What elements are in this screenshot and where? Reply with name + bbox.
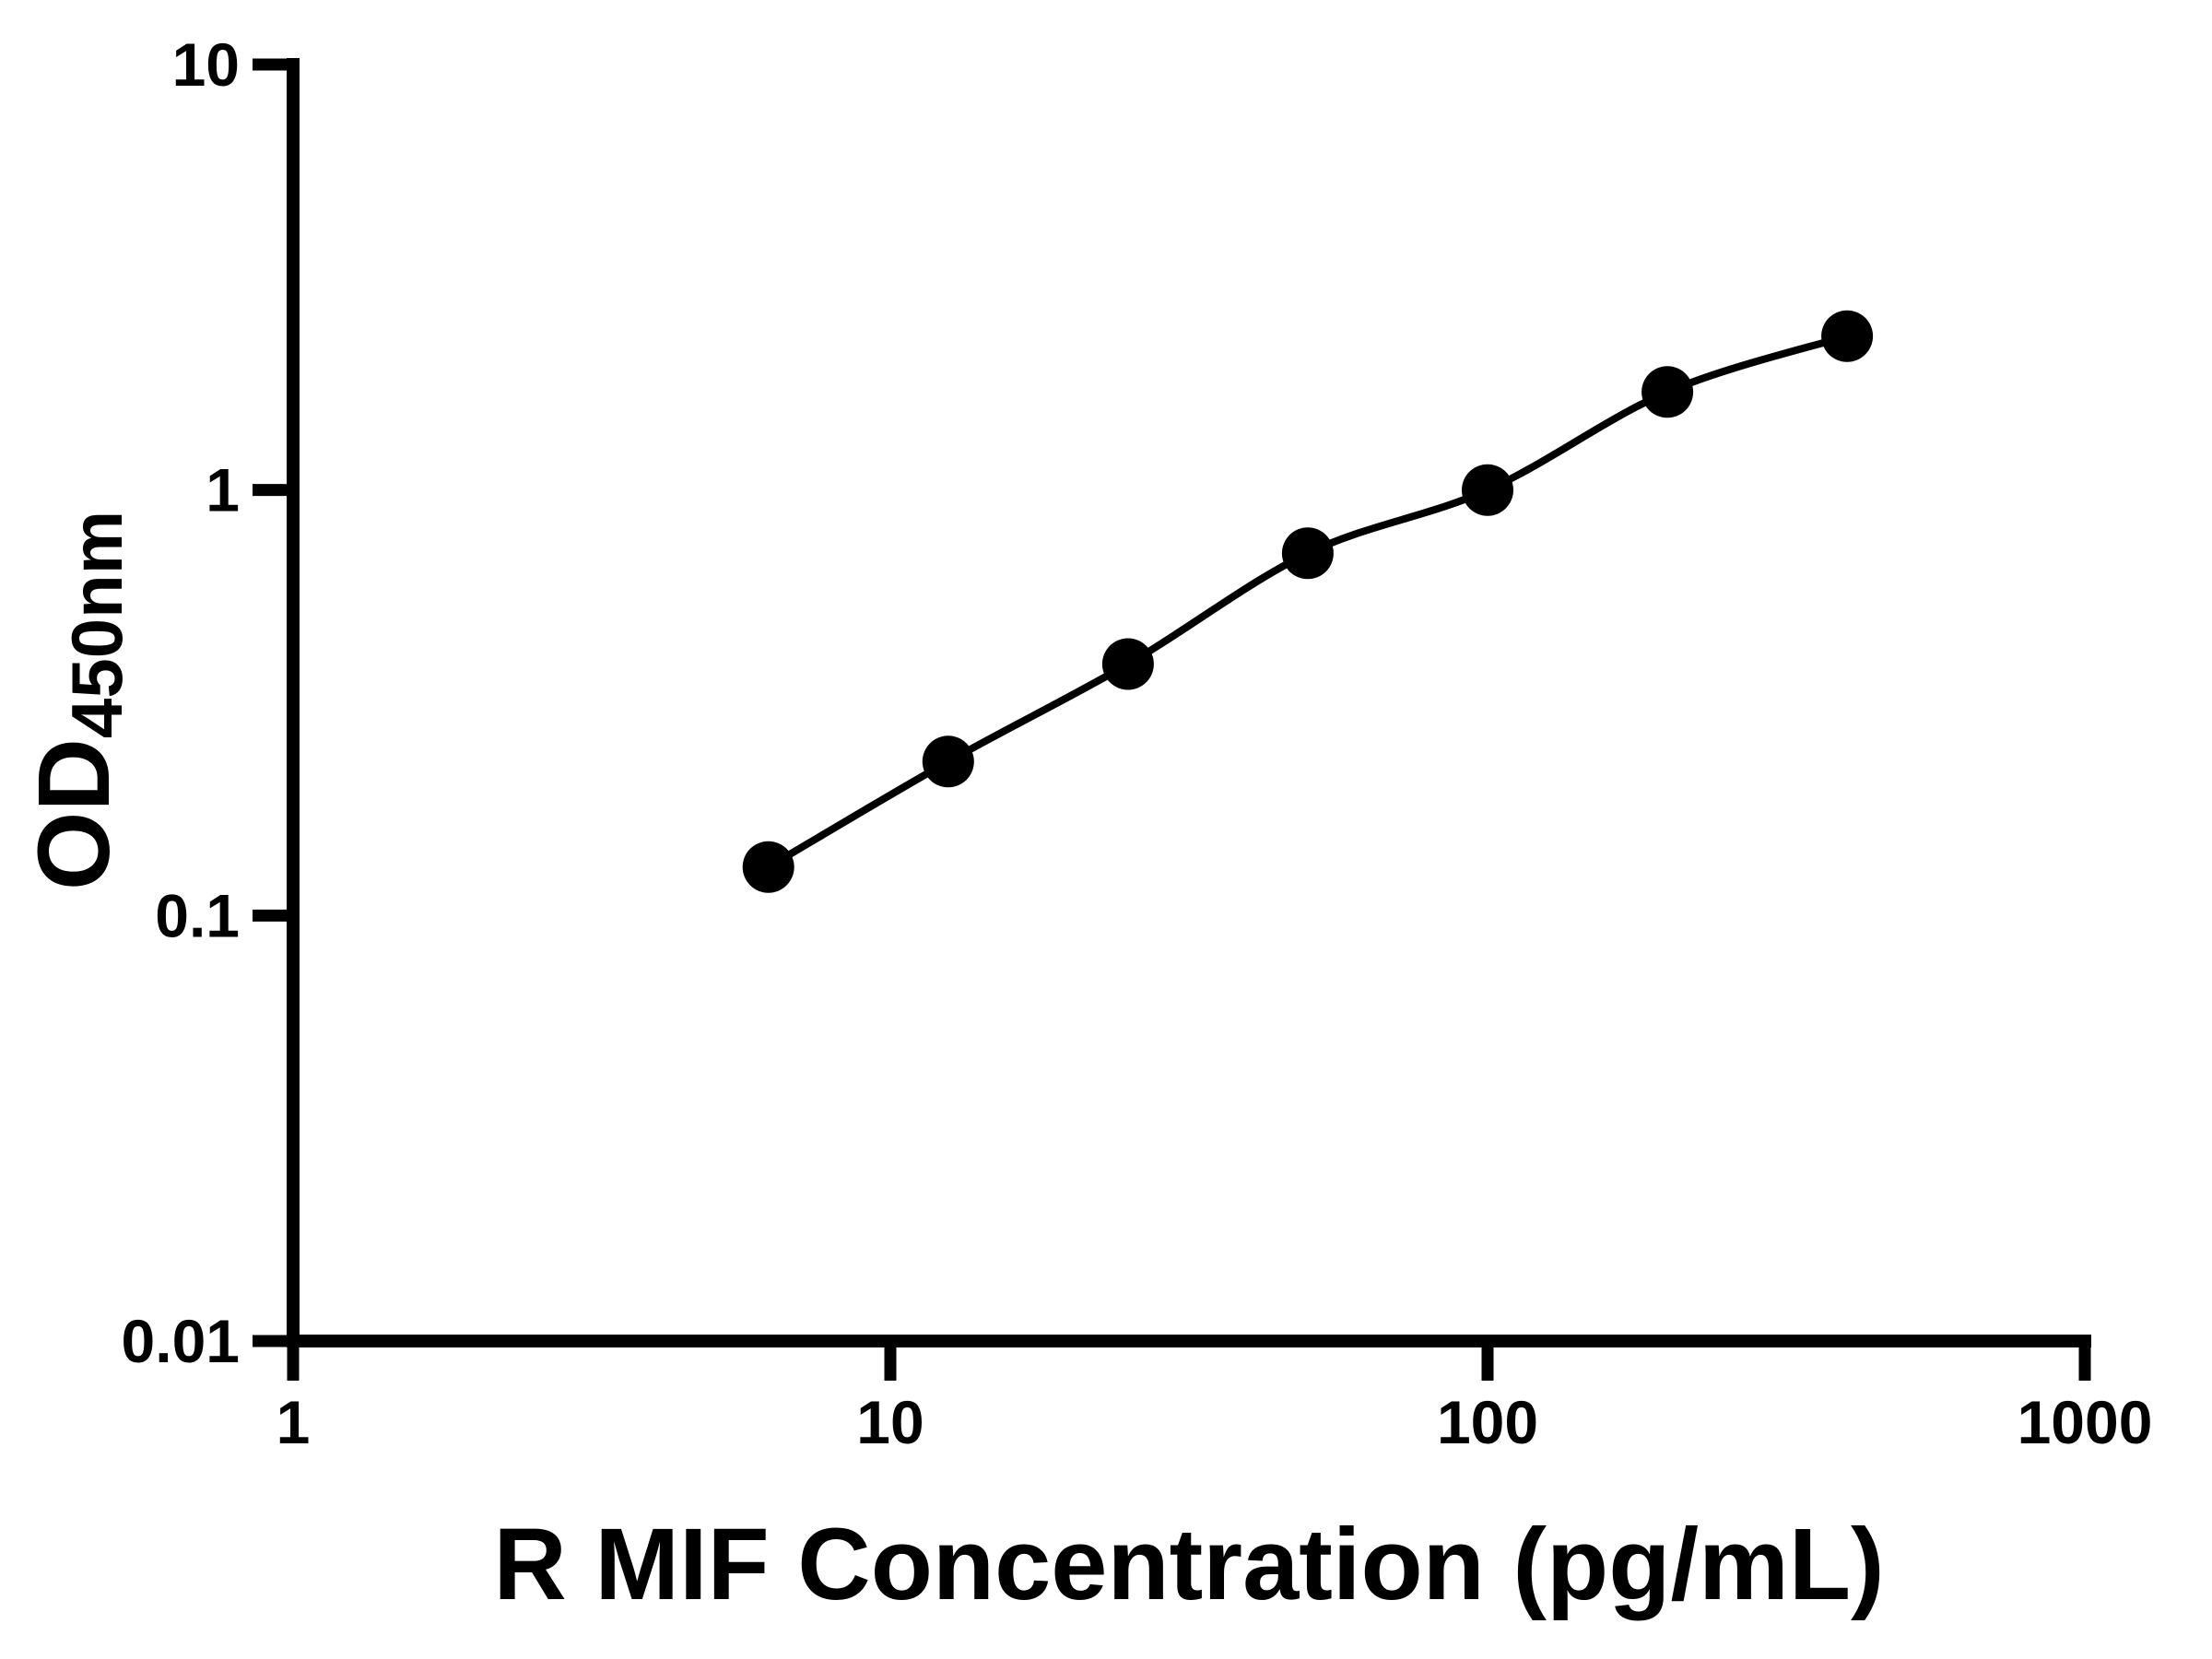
data-point bbox=[1462, 464, 1513, 516]
data-series bbox=[742, 310, 1874, 893]
y-ticks bbox=[253, 58, 293, 1347]
data-point bbox=[1641, 366, 1694, 418]
x-tick-label: 1 bbox=[276, 1388, 311, 1456]
data-point bbox=[1281, 527, 1334, 580]
data-point bbox=[1821, 310, 1874, 362]
x-axis-title: R MIF Concentration (pg/mL) bbox=[493, 1508, 1884, 1621]
x-tick-label: 1000 bbox=[2018, 1388, 2153, 1456]
y-tick-label: 1 bbox=[206, 456, 240, 524]
standard-curve-line bbox=[766, 332, 1849, 871]
data-point bbox=[742, 841, 794, 893]
y-axis-title: OD450nm bbox=[18, 511, 137, 890]
y-tick-label: 0.1 bbox=[155, 881, 240, 949]
x-tick-label: 10 bbox=[856, 1388, 924, 1456]
y-axis-title-main: OD bbox=[18, 738, 131, 890]
axes bbox=[287, 58, 2091, 1347]
x-tick-label: 100 bbox=[1437, 1388, 1538, 1456]
y-axis-title-subscript: 450nm bbox=[56, 511, 137, 738]
data-point bbox=[1101, 638, 1154, 690]
y-tick-label: 10 bbox=[172, 30, 240, 99]
x-ticks bbox=[287, 1341, 2091, 1381]
x-tick-labels: 1 10 100 1000 bbox=[276, 1388, 2153, 1456]
y-tick-labels: 10 1 0.1 0.01 bbox=[122, 30, 240, 1375]
data-point bbox=[922, 735, 974, 788]
y-tick-label: 0.01 bbox=[122, 1307, 240, 1375]
